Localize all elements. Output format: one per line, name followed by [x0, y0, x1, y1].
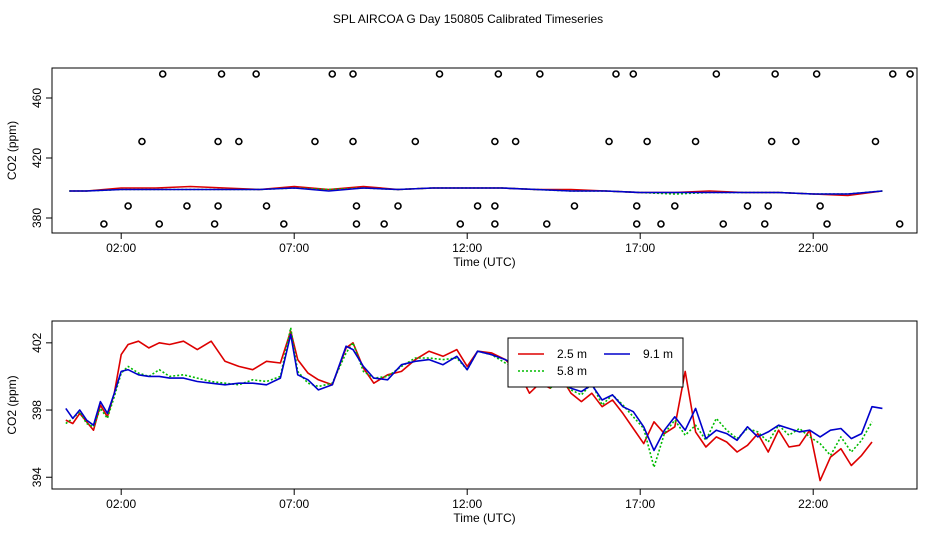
- scatter-point: [491, 220, 499, 228]
- scatter-point: [792, 137, 800, 146]
- y-axis-label: CO2 (ppm): [5, 121, 19, 180]
- scatter-point: [210, 220, 219, 228]
- scatter-point: [657, 220, 665, 228]
- x-tick-label: 12:00: [452, 241, 482, 255]
- x-axis-label: Time (UTC): [453, 255, 515, 269]
- scatter-point: [100, 220, 108, 228]
- scatter-point: [349, 70, 357, 78]
- scatter-point: [328, 70, 337, 78]
- scatter-point: [183, 202, 191, 210]
- scatter-point: [214, 137, 222, 146]
- scatter-point: [138, 137, 146, 146]
- series-line: [65, 333, 883, 452]
- x-tick-label: 07:00: [279, 497, 309, 511]
- scatter-point: [632, 202, 641, 210]
- legend-box: [507, 337, 684, 388]
- scatter-point: [816, 202, 824, 210]
- series-line: [69, 187, 883, 195]
- x-tick-label: 17:00: [625, 241, 655, 255]
- y-tick-label: 420: [30, 148, 44, 168]
- scatter-point: [491, 137, 499, 146]
- scatter-point: [235, 137, 243, 146]
- x-tick-label: 02:00: [106, 241, 136, 255]
- scatter-point: [812, 70, 821, 78]
- scatter-point: [670, 202, 679, 210]
- scatter-point: [280, 220, 288, 228]
- scatter-point: [262, 202, 271, 210]
- scatter-point: [536, 70, 544, 78]
- x-tick-label: 07:00: [279, 241, 309, 255]
- y-tick-label: 460: [30, 88, 44, 108]
- legend-label: 9.1 m: [643, 347, 673, 361]
- y-tick-label: 402: [30, 333, 44, 353]
- scatter-point: [542, 220, 551, 228]
- x-axis-label: Time (UTC): [453, 511, 515, 525]
- scatter-point: [906, 70, 914, 78]
- scatter-point: [217, 70, 226, 78]
- scatter-point: [612, 70, 620, 78]
- scatter-point: [352, 202, 361, 210]
- scatter-point: [491, 202, 499, 210]
- x-tick-label: 22:00: [798, 241, 828, 255]
- scatter-point: [124, 202, 132, 210]
- scatter-point: [691, 137, 700, 146]
- scatter-point: [760, 220, 769, 228]
- scatter-point: [473, 202, 482, 210]
- scatter-point: [435, 70, 444, 78]
- scatter-point: [349, 137, 357, 146]
- chart-title: SPL AIRCOA G Day 150805 Calibrated Times…: [333, 12, 603, 26]
- scatter-point: [511, 137, 520, 146]
- scatter-point: [394, 202, 402, 210]
- x-tick-label: 17:00: [625, 497, 655, 511]
- x-tick-label: 02:00: [106, 497, 136, 511]
- scatter-point: [252, 70, 260, 78]
- legend-label: 2.5 m: [557, 347, 587, 361]
- scatter-point: [494, 70, 503, 78]
- scatter-point: [888, 70, 897, 78]
- scatter-point: [629, 70, 638, 78]
- scatter-point: [712, 70, 721, 78]
- y-tick-label: 394: [30, 467, 44, 487]
- scatter-point: [311, 137, 319, 146]
- bottom-panel: 02:00 07:00 12:00 17:00 22:00 394 398 402 Time (…: [5, 320, 918, 525]
- scatter-point: [743, 202, 752, 210]
- y-tick-label: 380: [30, 208, 44, 228]
- scatter-point: [605, 137, 613, 146]
- scatter-point: [155, 220, 164, 228]
- scatter-point: [632, 220, 641, 228]
- scatter-point: [456, 220, 465, 228]
- scatter-point: [380, 220, 388, 228]
- legend-label: 5.8 m: [557, 364, 587, 378]
- plot-frame: [51, 67, 918, 234]
- scatter-point: [719, 220, 728, 228]
- scatter-point: [764, 202, 773, 210]
- scatter-point: [570, 202, 579, 210]
- legend: 2.5 m 9.1 m 5.8 m: [507, 337, 684, 388]
- scatter-point: [643, 137, 651, 146]
- scatter-point: [214, 202, 222, 210]
- scatter-point: [771, 70, 779, 78]
- x-tick-label: 12:00: [452, 497, 482, 511]
- scatter-point: [352, 220, 361, 228]
- x-tick-label: 22:00: [798, 497, 828, 511]
- plot-frame: [51, 320, 918, 490]
- series-line: [65, 326, 873, 469]
- scatter-point: [871, 137, 880, 146]
- scatter-point: [767, 137, 776, 146]
- scatter-point: [895, 220, 904, 228]
- y-axis-label: CO2 (ppm): [5, 375, 19, 434]
- top-panel: 02:00 07:00 12:00 17:00 22:00 380 420 460 Time (…: [5, 67, 918, 269]
- scatter-point: [823, 220, 831, 228]
- series-line: [65, 330, 873, 482]
- scatter-point: [411, 137, 420, 146]
- scatter-point: [158, 70, 167, 78]
- y-tick-label: 398: [30, 400, 44, 420]
